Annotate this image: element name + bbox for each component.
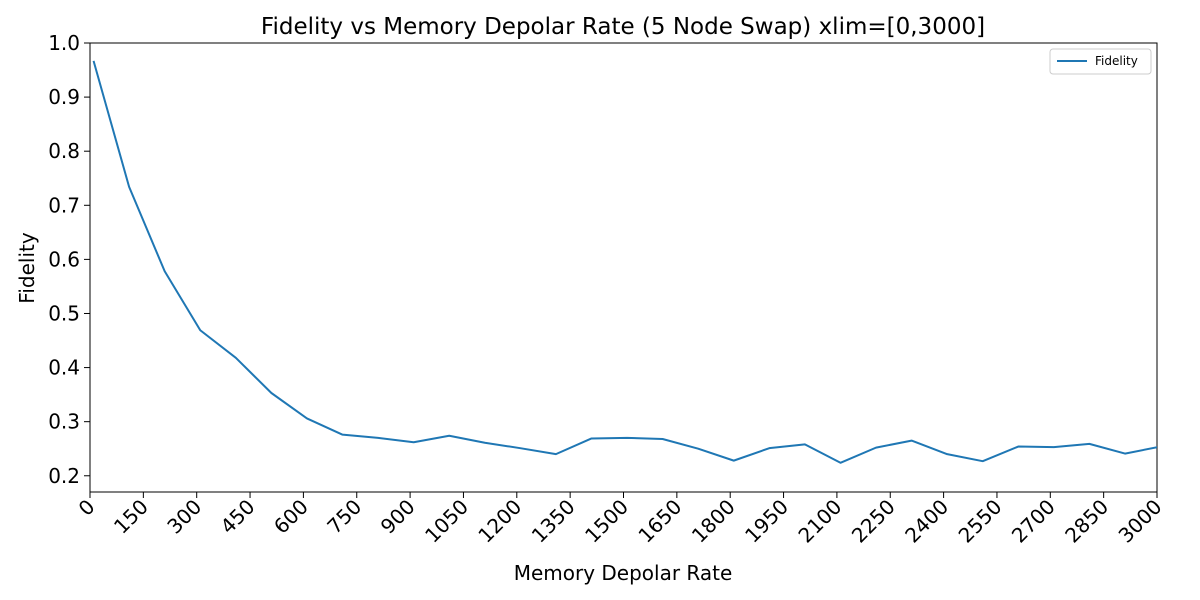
- chart-title: Fidelity vs Memory Depolar Rate (5 Node …: [261, 14, 985, 40]
- data-point: [1053, 446, 1055, 448]
- y-tick-label: 0.5: [48, 301, 80, 325]
- data-point: [519, 447, 521, 449]
- data-point: [377, 437, 379, 439]
- x-tick-label: 1950: [740, 495, 793, 548]
- data-point: [413, 441, 415, 443]
- data-point: [128, 186, 130, 188]
- data-point: [306, 417, 308, 419]
- series-layer: [92, 60, 1162, 464]
- x-tick-label: 2850: [1060, 495, 1113, 548]
- data-point: [768, 447, 770, 449]
- y-tick-label: 0.4: [48, 356, 80, 380]
- data-point: [839, 462, 841, 464]
- x-tick-label: 2700: [1007, 495, 1060, 548]
- data-point: [93, 60, 95, 62]
- x-tick-label: 1500: [580, 495, 633, 548]
- y-tick-label: 0.8: [48, 139, 80, 163]
- x-tick-label: 1200: [473, 495, 526, 548]
- data-point: [235, 357, 237, 359]
- x-tick-label: 450: [216, 495, 260, 539]
- data-point: [697, 448, 699, 450]
- y-tick-label: 0.2: [48, 464, 80, 488]
- data-point: [270, 392, 272, 394]
- data-point: [484, 442, 486, 444]
- x-tick-label: 1350: [527, 495, 580, 548]
- data-point: [342, 434, 344, 436]
- data-point: [555, 453, 557, 455]
- plot-frame: [89, 42, 1158, 493]
- series-line-fidelity: [92, 60, 1157, 464]
- x-tick-label: 750: [322, 495, 366, 539]
- x-tick-label: 1650: [633, 495, 686, 548]
- data-point: [590, 437, 592, 439]
- data-point: [911, 440, 913, 442]
- x-tick-label: 2100: [793, 495, 846, 548]
- plot-area: [89, 42, 1158, 493]
- x-tick-label: 0: [74, 495, 100, 521]
- data-point: [448, 435, 450, 437]
- x-tick-label: 2400: [900, 495, 953, 548]
- x-axis-ticks: 0 150 300 450 600 750 900 1050 1200 1350 1500 1650 1…: [74, 492, 1167, 548]
- data-point: [1017, 446, 1019, 448]
- x-tick-label: 1800: [687, 495, 740, 548]
- y-tick-label: 0.9: [48, 85, 80, 109]
- x-tick-label: 900: [376, 495, 420, 539]
- data-point: [662, 438, 664, 440]
- legend: Fidelity: [1049, 48, 1152, 75]
- y-axis-label: Fidelity: [15, 232, 39, 304]
- y-tick-label: 0.3: [48, 410, 80, 434]
- x-tick-label: 3000: [1114, 495, 1167, 548]
- data-point: [804, 443, 806, 445]
- data-point: [733, 460, 735, 462]
- data-point: [626, 437, 628, 439]
- x-tick-label: 150: [109, 495, 153, 539]
- y-axis-ticks: 0.2 0.3 0.4 0.5 0.6 0.7 0.8 0.9 1.0: [48, 31, 90, 488]
- y-tick-label: 0.7: [48, 193, 80, 217]
- data-point: [1088, 443, 1090, 445]
- y-tick-label: 0.6: [48, 247, 80, 271]
- x-axis-label: Memory Depolar Rate: [514, 561, 733, 585]
- data-point: [199, 329, 201, 331]
- data-point: [946, 453, 948, 455]
- data-point: [1124, 453, 1126, 455]
- data-point: [1160, 446, 1162, 448]
- data-point: [982, 460, 984, 462]
- y-tick-label: 1.0: [48, 31, 80, 55]
- data-point: [164, 270, 166, 272]
- x-tick-label: 1050: [420, 495, 473, 548]
- x-tick-label: 2550: [954, 495, 1007, 548]
- x-tick-label: 300: [162, 495, 206, 539]
- legend-frame: [1049, 48, 1152, 75]
- x-tick-label: 2250: [847, 495, 900, 548]
- data-point: [875, 447, 877, 449]
- legend-entry-fidelity: Fidelity: [1095, 54, 1138, 68]
- x-tick-label: 600: [269, 495, 313, 539]
